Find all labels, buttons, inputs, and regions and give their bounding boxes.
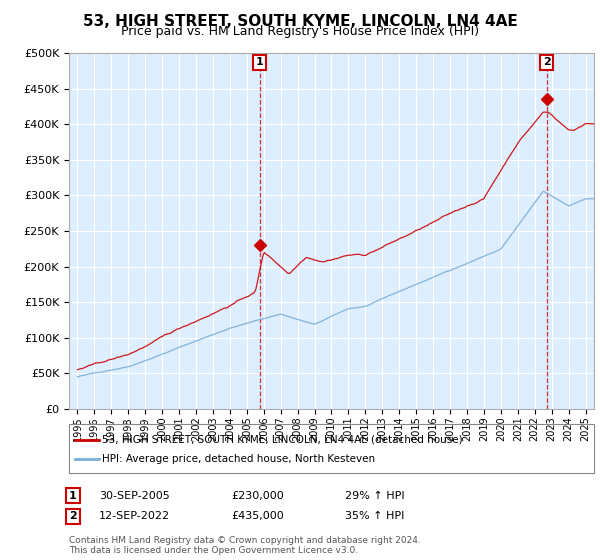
Text: £230,000: £230,000 <box>231 491 284 501</box>
Text: 53, HIGH STREET, SOUTH KYME, LINCOLN, LN4 4AE (detached house): 53, HIGH STREET, SOUTH KYME, LINCOLN, LN… <box>102 435 463 445</box>
Text: 53, HIGH STREET, SOUTH KYME, LINCOLN, LN4 4AE: 53, HIGH STREET, SOUTH KYME, LINCOLN, LN… <box>83 14 517 29</box>
Text: £435,000: £435,000 <box>231 511 284 521</box>
Text: Contains HM Land Registry data © Crown copyright and database right 2024.
This d: Contains HM Land Registry data © Crown c… <box>69 536 421 555</box>
Text: 35% ↑ HPI: 35% ↑ HPI <box>345 511 404 521</box>
Text: 12-SEP-2022: 12-SEP-2022 <box>99 511 170 521</box>
Text: 2: 2 <box>543 58 550 67</box>
Text: 2: 2 <box>69 511 77 521</box>
Text: Price paid vs. HM Land Registry's House Price Index (HPI): Price paid vs. HM Land Registry's House … <box>121 25 479 38</box>
Text: HPI: Average price, detached house, North Kesteven: HPI: Average price, detached house, Nort… <box>102 454 375 464</box>
Text: 1: 1 <box>69 491 77 501</box>
Text: 1: 1 <box>256 58 263 67</box>
Text: 30-SEP-2005: 30-SEP-2005 <box>99 491 170 501</box>
Text: 29% ↑ HPI: 29% ↑ HPI <box>345 491 404 501</box>
